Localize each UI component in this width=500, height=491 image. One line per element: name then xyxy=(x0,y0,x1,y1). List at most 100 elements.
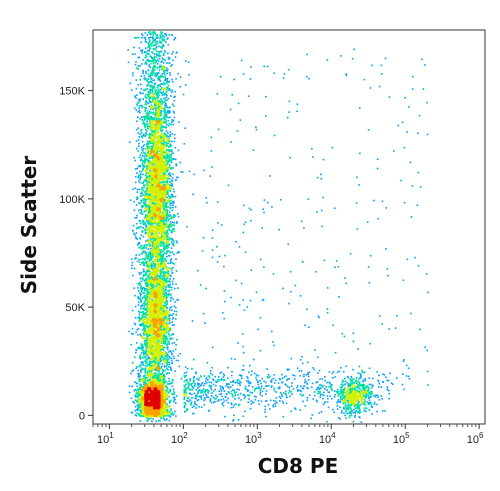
data-point xyxy=(290,357,293,360)
data-point xyxy=(156,151,158,154)
data-point xyxy=(137,56,139,59)
data-point xyxy=(148,209,150,211)
data-point xyxy=(152,252,154,255)
data-point xyxy=(426,349,428,352)
data-point xyxy=(168,211,171,213)
data-point xyxy=(134,388,137,391)
data-point xyxy=(153,53,156,56)
data-point xyxy=(153,262,155,265)
data-point xyxy=(345,407,347,409)
data-point xyxy=(146,362,148,364)
data-point xyxy=(164,287,167,289)
data-point xyxy=(166,271,169,273)
data-point xyxy=(410,216,413,218)
data-point xyxy=(370,395,373,397)
data-point xyxy=(168,333,170,335)
data-point xyxy=(142,167,144,170)
data-point xyxy=(153,56,155,59)
data-point xyxy=(144,374,146,377)
data-point xyxy=(363,385,365,388)
data-point xyxy=(167,346,169,348)
data-point xyxy=(355,202,358,204)
data-point xyxy=(149,285,152,288)
data-point xyxy=(288,302,290,305)
data-point xyxy=(147,43,150,46)
data-point xyxy=(199,284,202,286)
data-point xyxy=(166,344,168,346)
data-point xyxy=(143,216,146,219)
data-point xyxy=(222,379,224,381)
data-point xyxy=(141,317,143,320)
data-point xyxy=(349,405,351,408)
data-point xyxy=(234,392,237,395)
data-point xyxy=(148,262,151,265)
data-point xyxy=(166,212,169,215)
data-point xyxy=(203,397,206,399)
data-point xyxy=(148,82,150,85)
data-point xyxy=(145,341,148,343)
data-point xyxy=(139,375,142,377)
data-point xyxy=(147,276,149,278)
data-point xyxy=(373,403,376,405)
data-point xyxy=(165,41,167,43)
data-point xyxy=(364,396,367,398)
data-point xyxy=(143,313,146,315)
data-point xyxy=(171,228,174,230)
data-point xyxy=(160,32,163,34)
data-point xyxy=(299,393,302,396)
data-point xyxy=(163,230,166,232)
data-point xyxy=(137,374,140,376)
data-point xyxy=(173,393,176,396)
data-point xyxy=(147,195,150,197)
data-point xyxy=(160,46,163,49)
data-point xyxy=(149,74,151,76)
data-point xyxy=(244,395,246,398)
data-point xyxy=(242,345,244,348)
data-point xyxy=(168,177,171,180)
data-point xyxy=(146,50,149,52)
data-point xyxy=(155,345,158,347)
data-point xyxy=(425,273,428,275)
data-point xyxy=(360,395,362,397)
data-point xyxy=(166,218,168,220)
data-point xyxy=(163,296,165,298)
data-point xyxy=(166,193,168,195)
data-point xyxy=(164,280,166,282)
data-point xyxy=(143,246,146,248)
data-point xyxy=(162,126,165,128)
data-point xyxy=(354,404,357,407)
data-point xyxy=(144,170,147,173)
data-point xyxy=(172,206,174,209)
data-point xyxy=(343,395,345,397)
data-point xyxy=(163,156,166,159)
data-point xyxy=(357,383,359,386)
data-point xyxy=(144,307,147,310)
data-point xyxy=(194,395,197,397)
data-point xyxy=(311,147,313,150)
data-point xyxy=(150,78,152,81)
data-point xyxy=(162,54,165,56)
data-point xyxy=(167,56,170,59)
data-point xyxy=(143,332,145,335)
data-point xyxy=(233,404,236,406)
data-point xyxy=(329,386,332,389)
data-point xyxy=(187,386,190,389)
data-point xyxy=(328,391,331,394)
data-point xyxy=(164,293,166,295)
data-point xyxy=(147,78,150,80)
data-point xyxy=(146,204,148,206)
data-point xyxy=(148,417,150,420)
data-point xyxy=(346,399,349,402)
data-point xyxy=(162,380,164,383)
data-point xyxy=(164,98,167,100)
data-point xyxy=(157,77,159,79)
data-point xyxy=(152,358,154,360)
data-point xyxy=(157,210,160,213)
data-point xyxy=(340,391,342,394)
data-point xyxy=(158,355,161,358)
data-point xyxy=(160,272,162,274)
data-point xyxy=(156,362,158,364)
data-point xyxy=(159,36,162,39)
data-point xyxy=(192,380,195,382)
data-point xyxy=(163,334,166,336)
